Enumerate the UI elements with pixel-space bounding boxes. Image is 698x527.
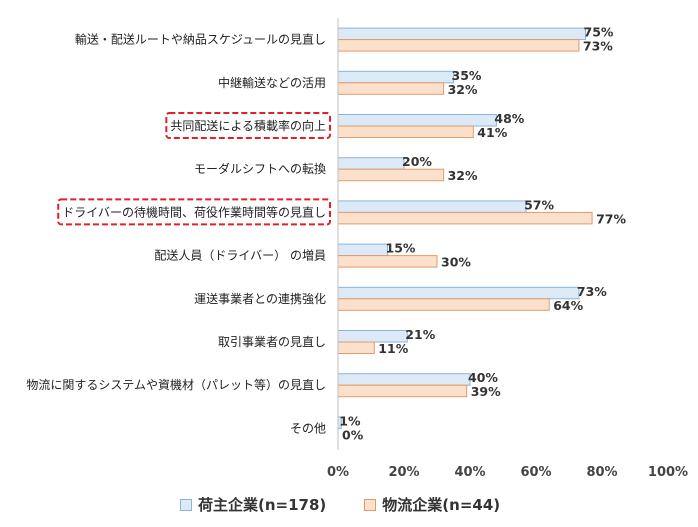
- value-labels: 75%73%35%32%48%41%20%32%57%77%15%30%73%6…: [339, 25, 626, 443]
- category-label: ドライバーの待機時間、荷役作業時間等の見直し: [62, 204, 326, 219]
- legend-label-series2: 物流企業(n=44): [382, 496, 501, 514]
- highlight-box: [165, 112, 331, 139]
- data-label: 30%: [441, 255, 471, 270]
- tick-label: 20%: [388, 465, 419, 480]
- tick-label: 40%: [454, 465, 485, 480]
- bar-series2: [337, 384, 468, 398]
- data-label: 39%: [471, 384, 501, 399]
- bar-series2: [337, 125, 474, 138]
- category-label: その他: [290, 421, 326, 435]
- legend-item-series1: 荷主企業(n=178): [180, 494, 326, 515]
- bar-series2: [337, 255, 438, 268]
- tick-label: 100%: [648, 465, 688, 480]
- data-label: 0%: [342, 427, 364, 442]
- bar-series2: [337, 298, 550, 311]
- data-label: 20%: [402, 154, 432, 169]
- category-label: モーダルシフトへの転換: [194, 161, 326, 176]
- bar-series1: [337, 286, 580, 300]
- category-label: 取引事業者の見直し: [218, 335, 326, 349]
- data-label: 75%: [584, 25, 614, 40]
- bars: [337, 27, 593, 429]
- category-label: 配送人員（ドライバー） の増員: [154, 248, 326, 263]
- bar-series2: [337, 39, 580, 52]
- bar-series1: [337, 200, 527, 213]
- data-label: 32%: [448, 82, 478, 97]
- bar-series2: [337, 341, 375, 354]
- data-label: 73%: [577, 284, 607, 299]
- category-label: 輸送・配送ルートや納品スケジュールの見直し: [75, 32, 326, 47]
- data-label: 35%: [452, 68, 482, 83]
- bar-series1: [337, 157, 405, 170]
- category-labels: 輸送・配送ルートや納品スケジュールの見直し中継輸送などの活用共同配送による積載率…: [26, 32, 331, 435]
- x-axis-ticks: 0% 20% 40% 60% 80% 100%: [327, 465, 688, 480]
- highlight-box: [57, 198, 331, 226]
- category-label: 物流に関するシステムや資機材（パレット等）の見直し: [26, 377, 326, 392]
- legend-swatch-series2: [364, 498, 377, 511]
- bar-series1: [337, 27, 586, 41]
- bar-series1: [337, 243, 388, 257]
- data-label: 15%: [386, 241, 416, 256]
- bar-series1: [337, 373, 471, 386]
- data-label: 1%: [339, 413, 361, 428]
- category-label: 運送事業者との連携強化: [194, 291, 326, 306]
- data-label: 21%: [405, 327, 435, 342]
- tick-label: 0%: [327, 465, 349, 480]
- tick-label: 80%: [586, 465, 617, 480]
- data-label: 73%: [583, 39, 613, 54]
- bar-series2: [337, 168, 445, 182]
- legend-label-series1: 荷主企業(n=178): [198, 496, 327, 514]
- category-label: 共同配送による積載率の向上: [170, 118, 326, 133]
- category-label: 中継輸送などの活用: [218, 75, 326, 90]
- bar-series1: [337, 70, 454, 84]
- bar-series1: [337, 114, 497, 127]
- legend-swatch-series1: [180, 498, 192, 511]
- data-label: 77%: [596, 211, 626, 226]
- data-label: 57%: [524, 197, 554, 212]
- data-label: 41%: [477, 125, 507, 140]
- data-label: 40%: [468, 370, 498, 385]
- data-label: 64%: [553, 298, 583, 313]
- data-label: 48%: [494, 111, 524, 126]
- legend: 荷主企業(n=178) 物流企業(n=44): [180, 494, 500, 515]
- bar-series2: [337, 211, 593, 225]
- data-label: 32%: [448, 168, 478, 183]
- data-label: 11%: [378, 341, 408, 356]
- legend-item-series2: 物流企業(n=44): [364, 494, 500, 515]
- tick-label: 60%: [520, 465, 551, 480]
- bar-series2: [337, 82, 445, 95]
